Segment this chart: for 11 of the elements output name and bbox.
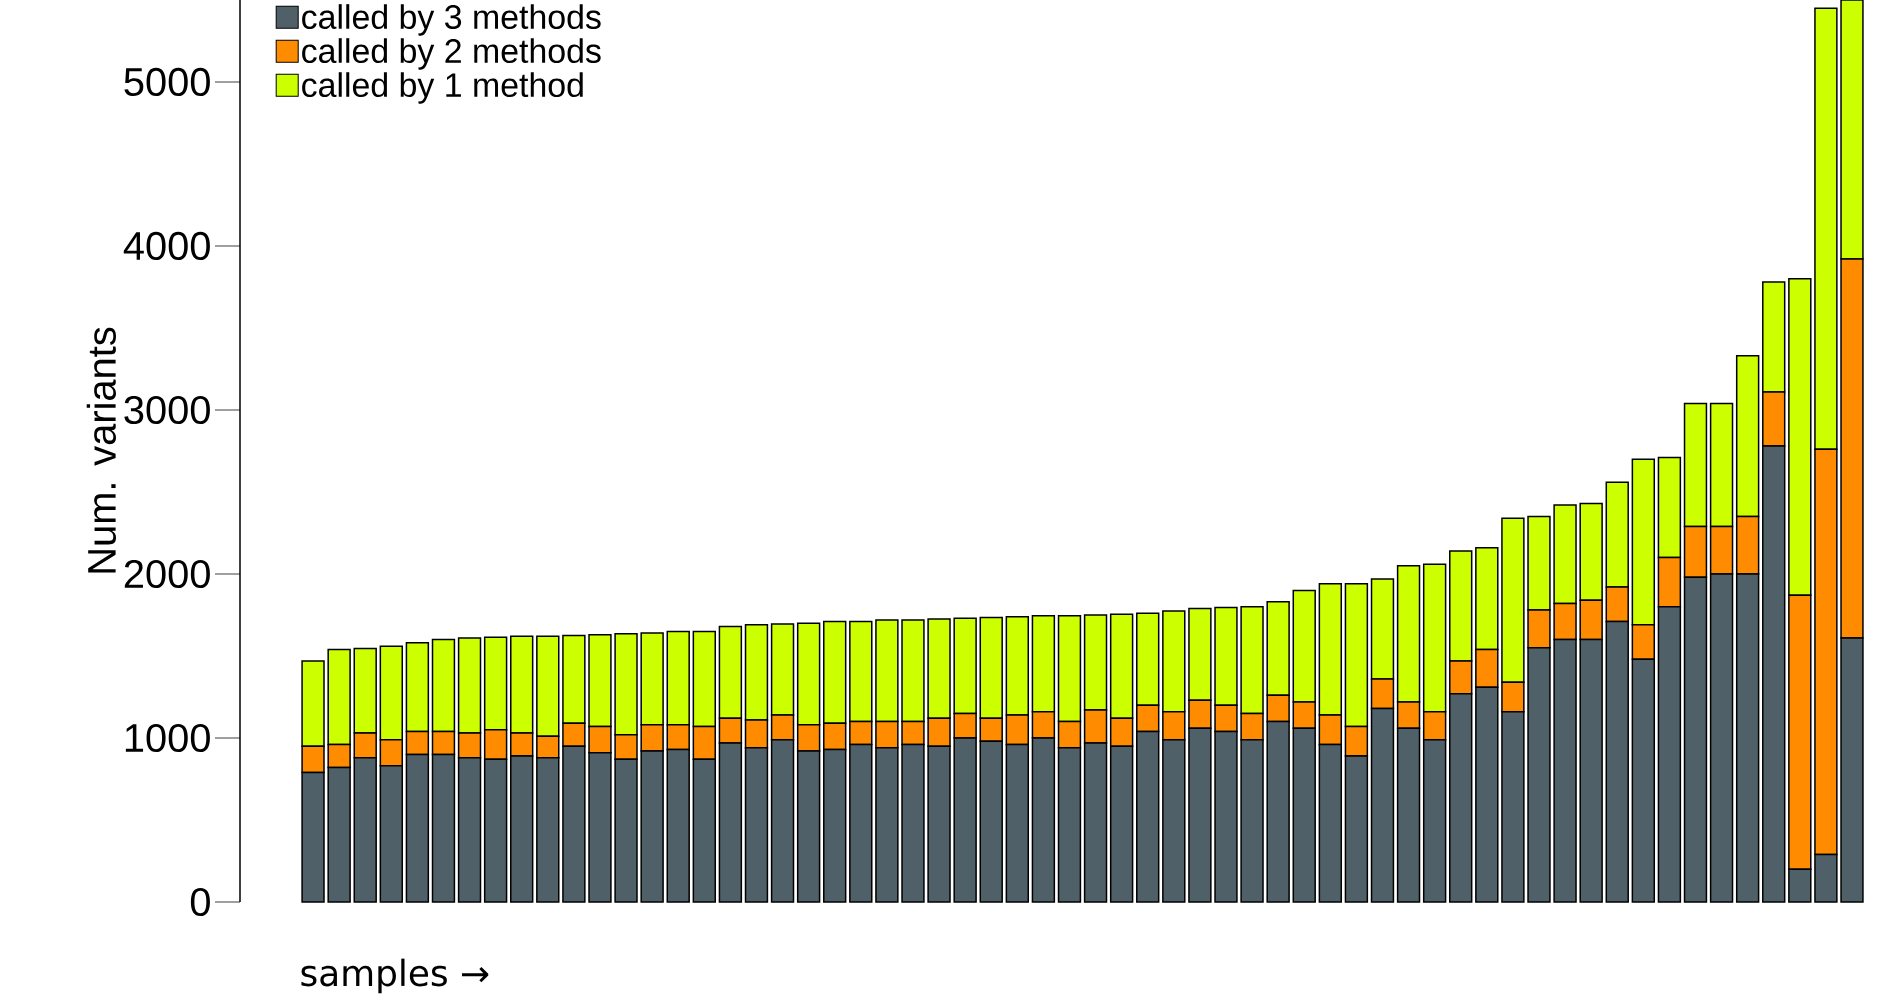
- legend-label: called by 2 methods: [302, 38, 601, 70]
- y-tick-label: 2000: [124, 559, 210, 589]
- y-tick-label: 3000: [124, 395, 210, 425]
- y-tick-label: 5000: [124, 67, 210, 97]
- x-axis-title: samples →: [301, 958, 489, 994]
- y-tick-label: 0: [190, 887, 210, 917]
- y-tick-label: 1000: [125, 723, 210, 753]
- legend-label: called by 3 methods: [302, 4, 601, 36]
- legend-label: called by 1 method: [302, 72, 583, 104]
- y-tick-label: 4000: [123, 231, 210, 261]
- y-axis-title: Num. variants: [86, 327, 116, 573]
